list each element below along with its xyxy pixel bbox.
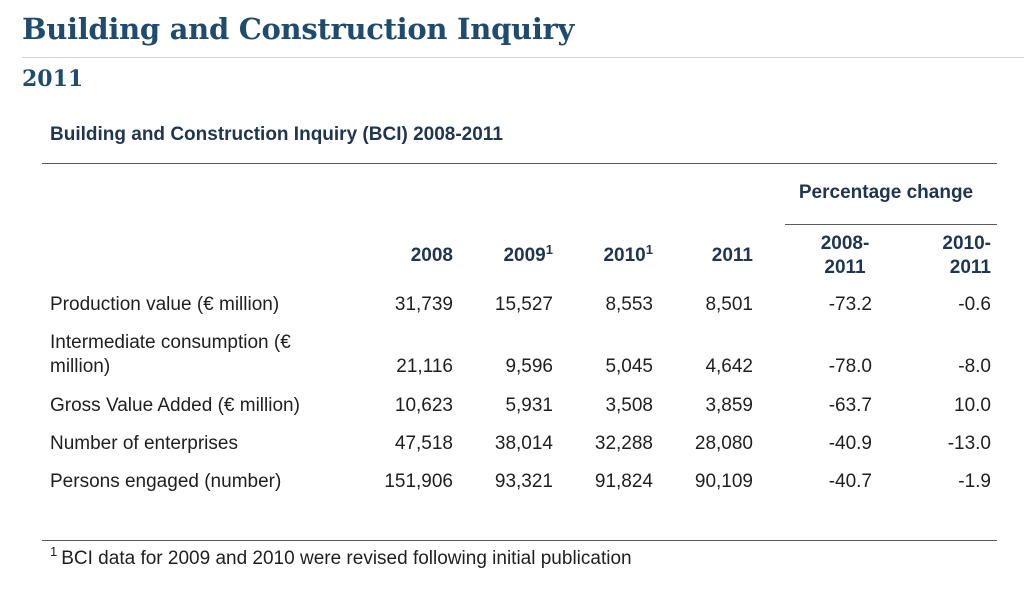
cell-2011: 28,080 <box>694 433 753 454</box>
cell-2009: 15,527 <box>494 294 553 315</box>
cell-change-2008-2011: -63.7 <box>828 395 872 416</box>
table-caption: Building and Construction Inquiry (BCI) … <box>50 124 503 145</box>
cell-2011: 3,859 <box>705 395 753 416</box>
footnote-marker: 1 <box>545 242 553 257</box>
cell-2008: 21,116 <box>396 356 453 377</box>
column-header-2011: 2011 <box>711 245 753 266</box>
percentage-change-header: Percentage change <box>798 182 974 203</box>
cell-2008: 47,518 <box>394 433 453 454</box>
row-label: Gross Value Added (€ million) <box>50 395 300 416</box>
row-label: Persons engaged (number) <box>50 471 282 492</box>
cell-2009: 93,321 <box>494 471 553 492</box>
percentage-change-rule <box>785 224 997 225</box>
cell-change-2010-2011: 10.0 <box>954 395 991 416</box>
table-top-rule <box>42 163 997 164</box>
title-divider <box>22 57 1024 58</box>
page-title: Building and Construction Inquiry <box>22 12 575 46</box>
row-label: Intermediate consumption (€ million) <box>50 332 291 377</box>
cell-2009: 5,931 <box>505 395 553 416</box>
cell-2008: 31,739 <box>394 294 453 315</box>
cell-change-2008-2011: -40.7 <box>828 471 872 492</box>
table-bottom-rule <box>42 540 997 541</box>
cell-change-2010-2011: -8.0 <box>958 356 991 377</box>
cell-2009: 9,596 <box>505 356 553 377</box>
column-header-2010: 20101 <box>603 242 653 266</box>
footnote-marker: 1 <box>645 242 653 257</box>
cell-2010: 32,288 <box>594 433 653 454</box>
cell-2008: 151,906 <box>384 471 453 492</box>
cell-change-2008-2011: -73.2 <box>828 294 872 315</box>
cell-2008: 10,623 <box>394 395 453 416</box>
cell-2009: 38,014 <box>494 433 553 454</box>
table-footnote: 1 BCI data for 2009 and 2010 were revised… <box>50 545 632 570</box>
footnote-marker: 1 <box>50 544 58 559</box>
cell-change-2008-2011: -78.0 <box>828 356 872 377</box>
cell-2010: 91,824 <box>594 471 653 492</box>
column-header-change-2010-2011: 2010- 2011 <box>942 233 991 278</box>
cell-2010: 8,553 <box>605 294 653 315</box>
cell-change-2008-2011: -40.9 <box>828 433 872 454</box>
cell-change-2010-2011: -13.0 <box>947 433 991 454</box>
cell-2011: 4,642 <box>705 356 753 377</box>
row-label: Number of enterprises <box>50 433 238 454</box>
cell-change-2010-2011: -0.6 <box>958 294 991 315</box>
column-header-2009: 20091 <box>503 242 553 266</box>
row-label: Production value (€ million) <box>50 294 280 315</box>
footnote-text: BCI data for 2009 and 2010 were revised … <box>61 548 632 569</box>
cell-2011: 8,501 <box>705 294 753 315</box>
cell-2011: 90,109 <box>694 471 753 492</box>
cell-change-2010-2011: -1.9 <box>958 471 991 492</box>
cell-2010: 5,045 <box>605 356 653 377</box>
cell-2010: 3,508 <box>605 395 653 416</box>
column-header-change-2008-2011: 2008- 2011 <box>820 233 870 278</box>
page-subtitle-year: 2011 <box>22 66 84 92</box>
column-header-2008: 2008 <box>410 245 453 266</box>
